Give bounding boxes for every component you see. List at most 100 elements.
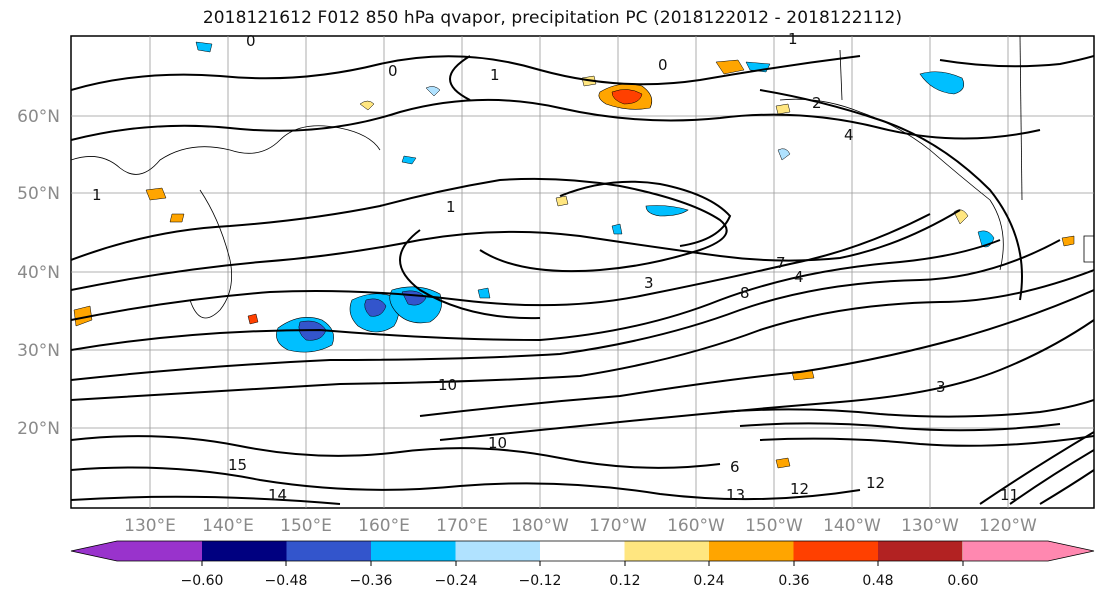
precip-increase-area xyxy=(169,213,185,223)
contour-line xyxy=(1039,469,1094,505)
contour-label: 15 xyxy=(228,456,247,474)
precip-slight-increase-area xyxy=(953,209,969,225)
contour-line xyxy=(419,289,1094,417)
colorbar-segment xyxy=(878,541,963,561)
colorbar-extend-min xyxy=(71,541,117,561)
colorbar-segment xyxy=(540,541,625,561)
contour-label: 1 xyxy=(92,186,102,204)
contour-line xyxy=(1009,449,1094,505)
colorbar-tick-label: 0.36 xyxy=(778,573,809,589)
contour-line xyxy=(71,209,961,291)
lat-label-20n: 20°N xyxy=(17,419,60,439)
contour-line xyxy=(449,55,471,101)
contour-line xyxy=(559,180,732,247)
contour-label: 7 xyxy=(776,254,786,272)
coastal-feature xyxy=(1083,235,1094,263)
contour-line xyxy=(71,213,931,321)
colorbar-outline xyxy=(70,540,1095,562)
lon-label: 130°E xyxy=(124,516,176,536)
precip-decrease-area xyxy=(611,223,623,235)
contour-label: 0 xyxy=(246,32,256,50)
map-title: 2018121612 F012 850 hPa qvapor, precipit… xyxy=(202,8,903,28)
colorbar-segment xyxy=(709,541,794,561)
contour-label: 1 xyxy=(490,66,500,84)
colorbar-segment xyxy=(624,541,709,561)
contour-line xyxy=(71,269,1094,401)
contour-label: 12 xyxy=(790,480,809,498)
lon-label: 130°W xyxy=(901,516,959,536)
contour-label: 1 xyxy=(788,30,798,48)
contour-label: 4 xyxy=(844,126,854,144)
colorbar-segment xyxy=(455,541,540,561)
contour-label: 0 xyxy=(388,62,398,80)
contour-line xyxy=(71,177,728,273)
asia-coastline xyxy=(189,189,233,319)
lon-label: 180°W xyxy=(511,516,569,536)
precip-increase-area xyxy=(775,457,791,469)
precip-decrease-area xyxy=(919,71,965,95)
north-america-coastline xyxy=(779,98,1004,271)
colorbar-ticks xyxy=(201,561,964,566)
contour-line xyxy=(71,466,861,501)
colorbar-tick-label: −0.60 xyxy=(181,573,224,589)
contour-label: 2 xyxy=(812,94,822,112)
contour-label: 14 xyxy=(268,486,287,504)
contour-label: 11 xyxy=(1000,486,1019,504)
colorbar-extend-max xyxy=(1048,541,1094,561)
precip-slight-increase-area xyxy=(359,100,375,111)
lat-label-40n: 40°N xyxy=(17,263,60,283)
asia-coastline xyxy=(71,125,381,175)
canada-border xyxy=(1019,36,1023,201)
precipitation-shading xyxy=(73,41,1075,469)
colorbar-tick-label: 0.48 xyxy=(862,573,893,589)
lon-label: 170°E xyxy=(436,516,488,536)
contour-label: 10 xyxy=(438,376,457,394)
lat-label-60n: 60°N xyxy=(17,107,60,127)
map-panel: 0 0 0 1 1 1 1 2 3 3 4 4 6 7 8 10 10 11 1… xyxy=(70,30,1095,509)
contour-label: 6 xyxy=(730,458,740,476)
contour-line xyxy=(759,435,1094,447)
colorbar-tick-label: −0.36 xyxy=(350,573,393,589)
precip-increase-area xyxy=(73,305,93,327)
colorbar-segment xyxy=(202,541,287,561)
precip-decrease-area xyxy=(645,205,689,217)
contour-line xyxy=(71,495,341,505)
colorbar-tick-label: −0.48 xyxy=(265,573,308,589)
contour-label: 0 xyxy=(658,56,668,74)
latitude-labels: 60°N 50°N 40°N 30°N 20°N xyxy=(17,107,60,439)
contour-label: 3 xyxy=(644,274,654,292)
contour-label: 13 xyxy=(726,486,745,504)
contour-label: 1 xyxy=(446,198,456,216)
precip-decrease-area xyxy=(195,41,213,53)
contour-label: 4 xyxy=(794,268,804,286)
colorbar-tick-label: −0.24 xyxy=(435,573,478,589)
colorbar-segment xyxy=(371,541,456,561)
qvapor-contours xyxy=(71,55,1094,505)
contour-line xyxy=(759,89,1023,301)
coastlines xyxy=(71,36,1094,319)
colorbar-segment xyxy=(117,541,202,561)
lon-label: 140°W xyxy=(823,516,881,536)
contour-line xyxy=(71,435,721,469)
colorbar-tick-label: 0.12 xyxy=(609,573,640,589)
colorbar-tick-label: −0.12 xyxy=(519,573,562,589)
lat-label-30n: 30°N xyxy=(17,341,60,361)
colorbar-segment xyxy=(963,541,1048,561)
lon-label: 150°W xyxy=(745,516,803,536)
contour-labels: 0 0 0 1 1 1 1 2 3 3 4 4 6 7 8 10 10 11 1… xyxy=(92,30,1019,504)
precip-increase-core xyxy=(611,89,643,105)
precip-increase-area xyxy=(247,313,259,325)
contour-line xyxy=(719,399,1094,418)
contour-line xyxy=(71,239,1001,351)
colorbar: −0.60 −0.48 −0.36 −0.24 −0.12 0.12 0.24 … xyxy=(70,540,1095,589)
precip-slight-increase-area xyxy=(775,103,791,115)
contour-line xyxy=(399,229,541,320)
colorbar-tick-label: 0.24 xyxy=(693,573,724,589)
colorbar-segments xyxy=(70,540,1095,562)
precip-decrease-core xyxy=(364,298,387,317)
contour-line xyxy=(739,422,1061,432)
precip-increase-area xyxy=(715,59,745,75)
contour-label: 8 xyxy=(740,284,750,302)
contour-line xyxy=(439,319,1094,441)
longitude-labels: 130°E 140°E 150°E 160°E 170°E 180°W 170°… xyxy=(124,516,1037,536)
